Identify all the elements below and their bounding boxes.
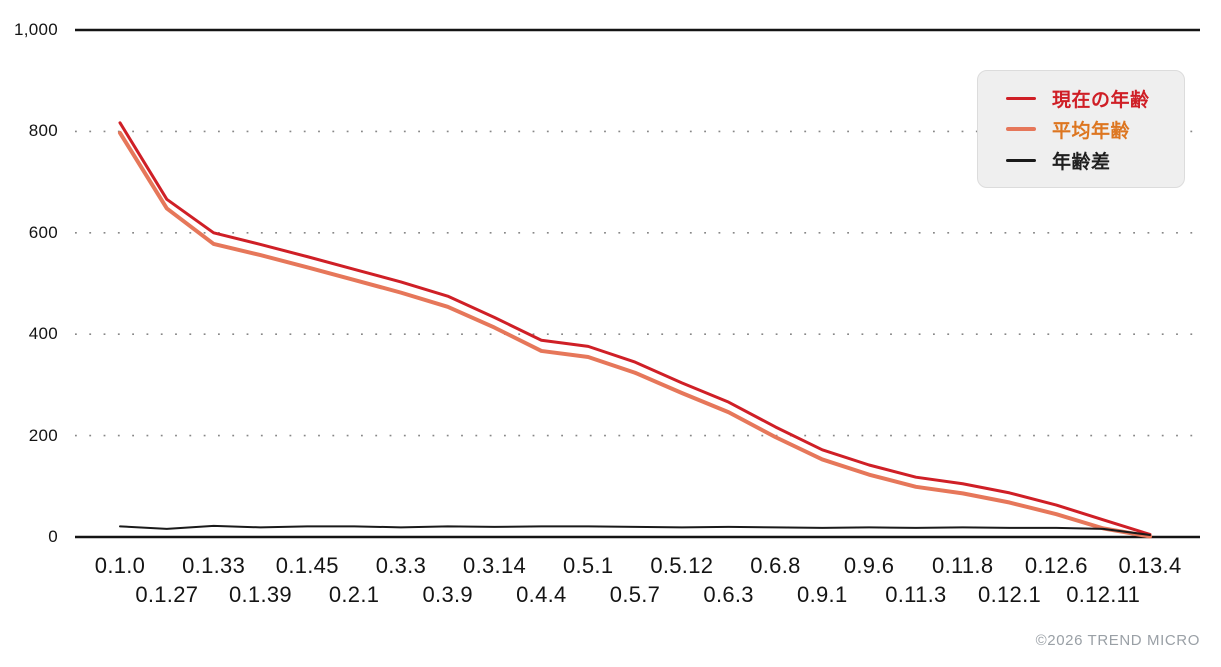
y-tick-label-600: 600 [28, 222, 58, 242]
legend-label-average-age: 平均年齢 [1052, 120, 1131, 142]
x-tick-label-0.12.1: 0.12.1 [978, 582, 1042, 607]
current-age-line-swatch-icon [1006, 96, 1036, 100]
y-tick-label-1,000: 1,000 [13, 20, 58, 39]
x-tick-label-0.11.8: 0.11.8 [932, 553, 994, 578]
x-tick-label-0.5.7: 0.5.7 [609, 582, 661, 607]
x-tick-label-0.12.11: 0.12.11 [1066, 582, 1141, 607]
x-tick-label-0.6.3: 0.6.3 [703, 582, 754, 607]
x-tick-label-0.1.33: 0.1.33 [182, 553, 246, 578]
x-tick-label-0.11.3: 0.11.3 [885, 582, 947, 607]
legend-label-current-age: 現在の年齢 [1052, 89, 1150, 111]
legend-item-current-age[interactable]: 現在の年齢 [978, 87, 1184, 111]
x-tick-label-0.1.45: 0.1.45 [275, 553, 339, 578]
average-age-line-swatch-icon [1006, 127, 1036, 131]
y-tick-label-400: 400 [28, 324, 58, 344]
x-tick-label-0.3.14: 0.3.14 [463, 553, 527, 578]
series-line-average-age [118, 130, 1152, 539]
y-tick-label-0: 0 [48, 527, 58, 546]
x-tick-label-0.2.1: 0.2.1 [328, 582, 380, 607]
legend-item-average-age[interactable]: 平均年齢 [978, 118, 1184, 142]
y-tick-label-200: 200 [28, 425, 58, 445]
x-tick-label-0.5.12: 0.5.12 [650, 553, 714, 578]
series-line-age-difference [119, 524, 1151, 536]
copyright-text: ©2026 TREND MICRO [1035, 632, 1200, 649]
x-tick-label-0.3.9: 0.3.9 [422, 582, 473, 607]
y-tick-label-800: 800 [28, 121, 58, 141]
x-tick-label-0.13.4: 0.13.4 [1118, 553, 1182, 578]
age-difference-line-swatch-icon [1006, 158, 1036, 162]
legend-item-age-difference[interactable]: 年齢差 [978, 149, 1184, 173]
legend-label-age-difference: 年齢差 [1052, 151, 1111, 173]
x-tick-label-0.1.39: 0.1.39 [228, 582, 292, 607]
x-tick-label-0.1.0: 0.1.0 [94, 553, 146, 578]
x-tick-label-0.4.4: 0.4.4 [516, 582, 567, 607]
x-tick-label-0.12.6: 0.12.6 [1024, 553, 1088, 578]
x-tick-label-0.1.27: 0.1.27 [135, 582, 199, 607]
x-tick-label-0.3.3: 0.3.3 [375, 553, 427, 578]
x-tick-label-0.9.1: 0.9.1 [797, 582, 848, 607]
x-tick-label-0.6.8: 0.6.8 [750, 553, 801, 578]
x-tick-label-0.9.6: 0.9.6 [843, 553, 895, 578]
x-tick-label-0.5.1: 0.5.1 [562, 553, 614, 578]
series-line-current-age [118, 121, 1152, 536]
legend: 現在の年齢 平均年齢 年齢差 [977, 70, 1185, 188]
